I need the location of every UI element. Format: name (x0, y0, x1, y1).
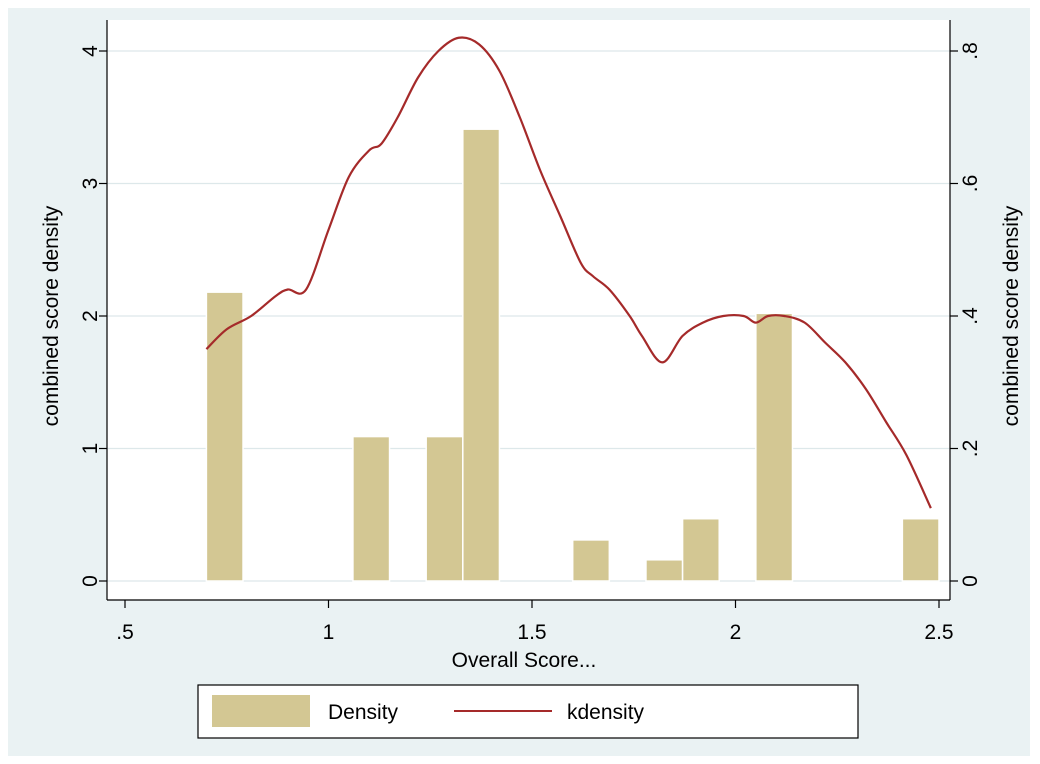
x-tick-label-3: 2 (730, 621, 742, 644)
density-bar-0 (205, 291, 244, 582)
y-left-tick-label-4: 4 (79, 45, 102, 57)
x-axis-title: Overall Score... (452, 649, 597, 672)
gridlines (107, 50, 950, 582)
x-tick-label-4: 2.5 (924, 621, 953, 644)
density-bar-3 (462, 128, 501, 582)
legend: Density kdensity (197, 684, 859, 739)
y-right-tick-label-0: 0 (959, 575, 982, 587)
plot-region (107, 20, 950, 600)
x-tick-label-1: 1 (323, 621, 335, 644)
x-tick-label-2: 1.5 (517, 621, 546, 644)
y-axis-title-left: combined score density (40, 205, 63, 426)
density-bar-8 (901, 517, 940, 582)
y-right-tick-label-1: .2 (959, 440, 982, 458)
density-bar-2 (425, 435, 464, 582)
y-left-tick-label-1: 1 (79, 443, 102, 455)
density-bar-1 (352, 435, 391, 582)
kdensity-series (205, 36, 932, 509)
density-bar-7 (755, 312, 794, 582)
y-left-tick-label-2: 2 (79, 310, 102, 322)
y-right-tick-label-4: .8 (959, 42, 982, 60)
legend-density-swatch (212, 695, 310, 727)
axes: .5 1 1.5 2 2.5 0 1 2 3 4 0 .2 .4 .6 .8 (79, 20, 982, 644)
density-bar-4 (571, 539, 611, 582)
kdensity-line (205, 36, 932, 509)
density-bar-6 (681, 517, 720, 582)
x-tick-label-0: .5 (116, 621, 134, 644)
y-right-tick-label-3: .6 (959, 175, 982, 193)
legend-kdensity-label: kdensity (567, 701, 645, 724)
y-right-tick-label-2: .4 (959, 307, 982, 325)
y-left-tick-label-0: 0 (79, 575, 102, 587)
density-bars (205, 128, 940, 582)
y-axis-title-right: combined score density (1000, 205, 1023, 426)
legend-density-label: Density (328, 701, 399, 724)
y-left-tick-label-3: 3 (79, 178, 102, 190)
density-bar-5 (645, 559, 684, 582)
